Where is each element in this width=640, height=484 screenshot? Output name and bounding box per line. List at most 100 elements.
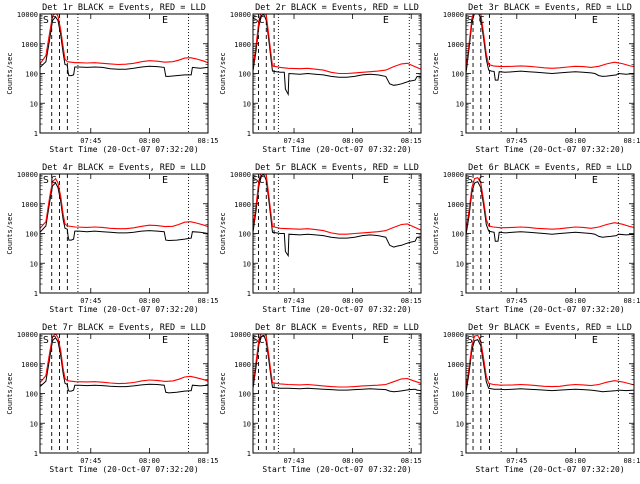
y-tick-label: 10 [456, 420, 464, 428]
y-tick-label: 1 [247, 290, 251, 298]
chart-title: Det 8r BLACK = Events, RED = LLD [255, 323, 419, 333]
y-tick-label: 1000 [447, 201, 464, 209]
y-tick-label: 1 [247, 130, 251, 138]
marker-e: E [383, 335, 389, 346]
series-events [466, 181, 634, 242]
series-events [253, 334, 421, 393]
marker-e: E [592, 335, 598, 346]
y-tick-label: 1 [460, 290, 464, 298]
y-tick-label: 10 [456, 260, 464, 268]
y-tick-label: 1000 [234, 361, 251, 369]
y-tick-label: 1000 [21, 361, 38, 369]
marker-c: C [259, 335, 265, 346]
y-axis-label: Counts/sec [219, 212, 227, 254]
y-tick-label: 10000 [17, 331, 38, 339]
chart-title: Det 6r BLACK = Events, RED = LLD [468, 163, 632, 173]
x-axis-label: Start Time (20-Oct-07 07:32:20) [475, 145, 624, 154]
marker-s: S [43, 175, 49, 186]
x-tick-label: 08:00 [565, 297, 586, 305]
x-tick-label: 08:00 [139, 297, 160, 305]
marker-c: C [259, 15, 265, 26]
x-tick-label: 08:15 [401, 137, 422, 145]
marker-s: S [467, 335, 473, 346]
x-tick-label: 07:43 [283, 457, 304, 465]
y-tick-label: 1 [34, 290, 38, 298]
marker-c: C [479, 175, 485, 186]
y-tick-label: 10000 [230, 11, 251, 19]
y-tick-label: 1000 [447, 41, 464, 49]
y-tick-label: 1 [34, 450, 38, 458]
x-tick-label: 08:00 [342, 137, 363, 145]
marker-e: E [383, 15, 389, 26]
x-tick-label: 08:15 [623, 137, 640, 145]
y-tick-label: 100 [238, 231, 251, 239]
plot-frame [465, 173, 635, 294]
x-tick-label: 08:15 [197, 137, 218, 145]
marker-e: E [592, 15, 598, 26]
y-tick-label: 100 [451, 391, 464, 399]
y-axis-label: Counts/sec [6, 372, 14, 414]
series-events [40, 182, 208, 242]
y-tick-label: 10 [243, 100, 251, 108]
y-tick-label: 1000 [234, 201, 251, 209]
y-tick-label: 1000 [447, 361, 464, 369]
y-tick-label: 10 [30, 100, 38, 108]
y-tick-label: 10 [30, 260, 38, 268]
marker-s: S [43, 335, 49, 346]
panel-det-4r: Det 4r BLACK = Events, RED = LLD S C E 1 10 10… [6, 163, 219, 314]
panel-det-9r: Det 9r BLACK = Events, RED = LLD S C E 1 10 10… [432, 323, 640, 474]
y-tick-label: 10000 [230, 171, 251, 179]
x-tick-label: 07:45 [506, 297, 527, 305]
y-tick-label: 10 [30, 420, 38, 428]
x-axis-label: Start Time (20-Oct-07 07:32:20) [49, 305, 198, 314]
marker-c: C [259, 175, 265, 186]
y-tick-label: 100 [451, 231, 464, 239]
series-events [253, 14, 421, 97]
series-lld [40, 177, 208, 230]
series-lld [466, 334, 634, 388]
y-tick-label: 1 [460, 450, 464, 458]
plot-frame [39, 13, 209, 134]
y-tick-label: 100 [238, 391, 251, 399]
panel-det-6r: Det 6r BLACK = Events, RED = LLD S C E 1 10 10… [432, 163, 640, 314]
series-lld [40, 14, 208, 66]
y-tick-label: 1 [34, 130, 38, 138]
series-lld [40, 334, 208, 385]
x-tick-label: 08:15 [401, 297, 422, 305]
marker-c: C [51, 335, 57, 346]
chart-title: Det 5r BLACK = Events, RED = LLD [255, 163, 419, 173]
y-tick-label: 1000 [21, 201, 38, 209]
marker-e: E [162, 15, 168, 26]
x-axis-label: Start Time (20-Oct-07 07:32:20) [475, 465, 624, 474]
x-tick-label: 07:45 [80, 457, 101, 465]
chart-title: Det 7r BLACK = Events, RED = LLD [42, 323, 206, 333]
panel-det-1r: Det 1r BLACK = Events, RED = LLD S C E 1 10 10… [6, 3, 219, 154]
x-tick-label: 08:00 [565, 457, 586, 465]
x-tick-label: 07:45 [506, 137, 527, 145]
x-tick-label: 07:43 [283, 137, 304, 145]
series-lld [466, 14, 634, 69]
y-tick-label: 100 [25, 231, 38, 239]
x-tick-label: 08:00 [565, 137, 586, 145]
marker-c: C [479, 15, 485, 26]
series-lld [253, 174, 421, 235]
y-tick-label: 1000 [21, 41, 38, 49]
x-tick-label: 08:15 [623, 457, 640, 465]
y-tick-label: 10000 [443, 331, 464, 339]
y-axis-label: Counts/sec [432, 372, 440, 414]
y-axis-label: Counts/sec [432, 52, 440, 94]
x-tick-label: 07:43 [283, 297, 304, 305]
x-tick-label: 07:45 [506, 457, 527, 465]
y-tick-label: 10000 [17, 11, 38, 19]
y-axis-label: Counts/sec [6, 212, 14, 254]
y-tick-label: 10 [243, 420, 251, 428]
y-tick-label: 10000 [17, 171, 38, 179]
panel-det-7r: Det 7r BLACK = Events, RED = LLD S C E 1 10 10… [6, 323, 219, 474]
chart-title: Det 3r BLACK = Events, RED = LLD [468, 3, 632, 13]
x-axis-label: Start Time (20-Oct-07 07:32:20) [262, 305, 411, 314]
x-tick-label: 08:15 [623, 297, 640, 305]
